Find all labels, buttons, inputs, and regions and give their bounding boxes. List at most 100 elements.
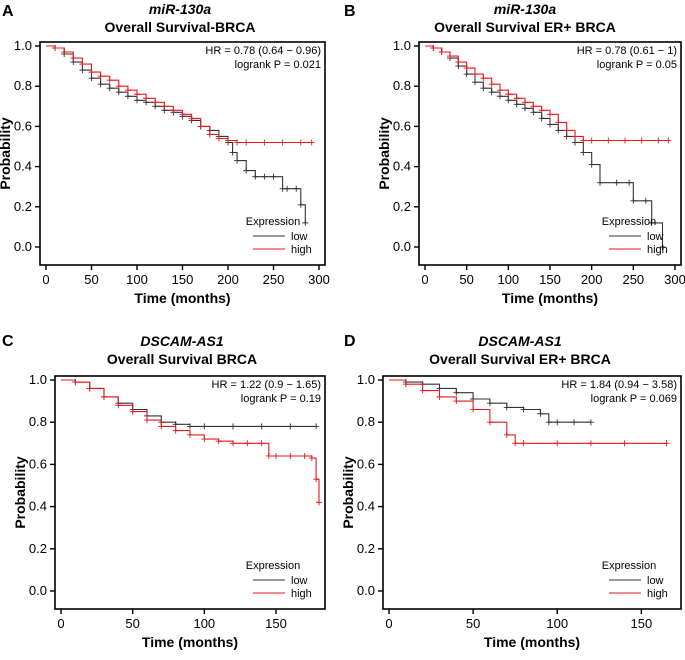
censor-mark-high (197, 123, 204, 130)
censor-mark-low (503, 404, 510, 411)
censor-mark-high (144, 417, 150, 424)
censor-mark-high (547, 111, 553, 118)
censor-mark-high (605, 137, 612, 144)
chart-title: Overall Survival-BRCA (105, 19, 256, 35)
censor-mark-low (642, 197, 649, 204)
gene-title: DSCAM-AS1 (478, 333, 561, 349)
x-tick-label: 300 (664, 272, 685, 287)
censor-mark-low (480, 85, 487, 92)
censor-mark-high (88, 69, 95, 76)
censor-mark-high (188, 115, 195, 122)
panel-letter: A (2, 3, 14, 20)
censor-mark-low (530, 109, 537, 116)
censor-mark-low (648, 219, 655, 226)
censor-mark-low (486, 400, 493, 407)
censor-mark-low (538, 115, 545, 122)
censor-mark-high (587, 440, 594, 447)
censor-mark-high (61, 49, 68, 56)
censor-mark-high (225, 137, 231, 144)
censor-mark-low (587, 419, 594, 426)
x-tick-label: 100 (546, 616, 568, 631)
censor-mark-high (308, 139, 315, 146)
x-tick-label: 150 (265, 616, 287, 631)
y-tick-label: 0.0 (29, 583, 47, 598)
y-tick-label: 1.0 (357, 372, 375, 387)
censor-mark-high (52, 45, 59, 52)
censor-mark-high (638, 137, 645, 144)
censor-mark-low (505, 97, 512, 104)
logrank-p-text: logrank P = 0.021 (235, 59, 321, 71)
x-tick-label: 0 (57, 616, 64, 631)
censor-mark-low (537, 410, 544, 417)
x-tick-label: 300 (308, 272, 330, 287)
x-tick-label: 250 (263, 272, 285, 287)
censor-mark-low (659, 244, 666, 250)
censor-mark-low (187, 423, 193, 430)
censor-mark-low (547, 121, 553, 128)
censor-mark-low (597, 179, 603, 186)
censor-mark-high (472, 71, 478, 78)
censor-mark-high (513, 95, 520, 102)
x-axis-label: Time (months) (484, 634, 580, 650)
censor-mark-high (258, 440, 265, 447)
censor-mark-high (572, 133, 578, 140)
censor-mark-high (580, 137, 587, 144)
censor-mark-high (512, 440, 519, 447)
censor-mark-low (522, 105, 528, 112)
panel-letter: B (344, 3, 356, 20)
censor-mark-high (463, 65, 470, 72)
x-tick-label: 50 (466, 616, 480, 631)
legend-label-low: low (291, 575, 308, 587)
y-tick-label: 0.6 (393, 118, 411, 133)
y-tick-label: 0.2 (29, 541, 47, 556)
censor-mark-high (261, 139, 268, 146)
legend-label-high: high (291, 588, 312, 600)
censor-mark-high (316, 499, 322, 506)
y-tick-label: 0.8 (357, 414, 375, 429)
censor-mark-low (88, 75, 95, 82)
hazard-ratio-text: HR = 1.22 (0.9 − 1.65) (212, 379, 321, 391)
gene-title: miR-130a (149, 1, 211, 17)
censor-mark-high (215, 438, 222, 445)
censor-mark-high (621, 440, 628, 447)
censor-mark-high (530, 103, 537, 110)
censor-mark-high (297, 139, 304, 146)
censor-mark-high (486, 419, 493, 426)
y-tick-label: 0.0 (14, 239, 32, 254)
censor-mark-low (284, 185, 291, 192)
censor-mark-low (124, 93, 131, 100)
x-tick-label: 0 (42, 272, 49, 287)
x-axis-label: Time (months) (142, 634, 238, 650)
y-tick-label: 1.0 (393, 38, 411, 53)
censor-mark-low (554, 419, 561, 426)
censor-mark-low (229, 149, 236, 156)
censor-mark-high (72, 379, 79, 386)
censor-mark-high (129, 408, 136, 415)
censor-mark-high (436, 393, 443, 400)
legend-label-low: low (647, 231, 664, 243)
y-tick-label: 1.0 (14, 38, 32, 53)
censor-mark-low (261, 173, 268, 180)
censor-mark-high (554, 440, 561, 447)
censor-mark-high (115, 402, 122, 409)
censor-mark-high (419, 387, 426, 394)
censor-mark-high (480, 75, 487, 82)
y-axis-label: Probability (340, 456, 356, 529)
censor-mark-low (472, 79, 478, 86)
plot-frame (382, 375, 682, 610)
censor-mark-low (630, 197, 637, 204)
y-tick-label: 0.4 (393, 159, 411, 174)
censor-mark-low (258, 423, 265, 430)
censor-mark-high (301, 452, 308, 459)
censor-mark-low (97, 81, 104, 88)
y-tick-label: 0.4 (14, 159, 32, 174)
censor-mark-low (463, 71, 470, 78)
plot-frame (418, 41, 682, 266)
x-tick-label: 200 (217, 272, 239, 287)
y-tick-label: 0.6 (29, 456, 47, 471)
panel-letter: C (2, 333, 14, 350)
censor-mark-high (563, 127, 570, 134)
censor-mark-low (234, 157, 241, 164)
